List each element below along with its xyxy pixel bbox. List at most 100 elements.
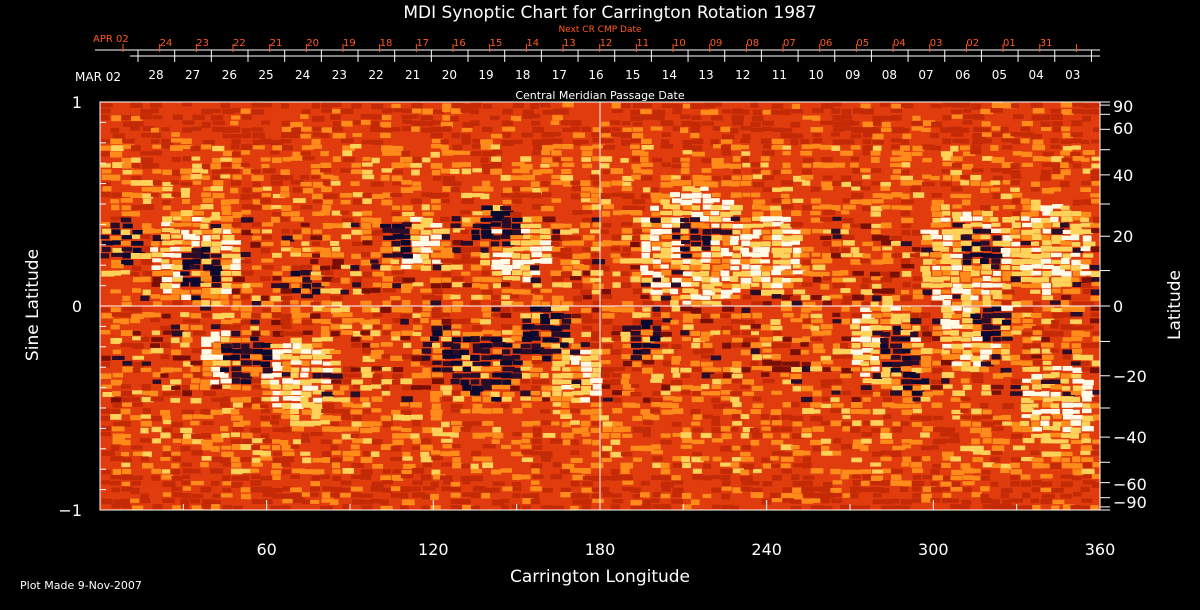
heatmap-cell: [740, 432, 750, 439]
heatmap-cell: [420, 361, 433, 366]
heatmap-cell: [502, 391, 515, 398]
heatmap-cell: [1012, 426, 1022, 432]
heatmap-cell: [981, 127, 991, 132]
heatmap-cell: [351, 379, 364, 385]
heatmap-cell: [122, 138, 135, 144]
heatmap-cell: [231, 240, 242, 245]
heatmap-cell: [972, 378, 984, 383]
heatmap-cell: [672, 396, 683, 402]
heatmap-cell: [281, 462, 291, 467]
heatmap-cell: [330, 415, 342, 422]
heatmap-cell: [801, 282, 813, 287]
heatmap-cell: [412, 492, 426, 498]
heatmap-cell: [1060, 378, 1070, 384]
heatmap-cell: [522, 109, 534, 116]
heatmap-cell: [720, 229, 733, 235]
cmp-date-label: 23: [332, 68, 347, 82]
heatmap-cell: [960, 216, 973, 222]
heatmap-cell: [392, 127, 401, 132]
heatmap-cell: [432, 432, 443, 437]
heatmap-cell: [301, 228, 311, 235]
heatmap-cell: [290, 415, 300, 421]
heatmap-cell: [532, 420, 541, 426]
heatmap-cell: [620, 271, 630, 276]
heatmap-cell: [162, 420, 172, 425]
heatmap-cell: [971, 307, 980, 313]
heatmap-cell: [461, 138, 471, 145]
heatmap-cell: [191, 378, 200, 384]
heatmap-cell: [400, 313, 412, 319]
heatmap-cell: [402, 234, 411, 239]
heatmap-cell: [801, 144, 814, 150]
heatmap-cell: [850, 156, 859, 162]
heatmap-cell: [720, 396, 732, 401]
heatmap-cell: [290, 216, 304, 222]
heatmap-cell: [722, 283, 733, 289]
heatmap-cell: [702, 289, 716, 296]
heatmap-cell: [751, 204, 762, 210]
heatmap-cell: [940, 181, 952, 187]
heatmap-cell: [652, 492, 662, 498]
heatmap-cell: [660, 402, 672, 409]
heatmap-cell: [362, 169, 373, 175]
heatmap-cell: [672, 463, 684, 468]
heatmap-cell: [210, 163, 221, 170]
heatmap-cell: [162, 415, 171, 421]
heatmap-cell: [730, 276, 739, 282]
heatmap-cell: [341, 234, 351, 240]
heatmap-cell: [412, 420, 421, 427]
heatmap-cell: [532, 427, 542, 432]
cmp-date-label: 26: [222, 68, 237, 82]
heatmap-cell: [731, 373, 743, 379]
heatmap-cell: [681, 384, 694, 390]
heatmap-cell: [632, 199, 646, 205]
heatmap-cell: [951, 132, 964, 137]
heatmap-cell: [650, 414, 660, 421]
heatmap-cell: [800, 252, 810, 258]
heatmap-cell: [751, 385, 764, 392]
heatmap-cell: [941, 282, 953, 288]
heatmap-cell: [812, 108, 824, 113]
heatmap-cell: [590, 277, 602, 283]
heatmap-cell: [631, 367, 645, 372]
heatmap-cell: [111, 115, 121, 122]
heatmap-cell: [340, 108, 354, 114]
heatmap-cell: [891, 115, 902, 121]
heatmap-cell: [690, 259, 703, 266]
heatmap-cell: [682, 139, 696, 144]
heatmap-cell: [412, 156, 421, 163]
heatmap-cell: [1010, 498, 1024, 503]
heatmap-cell: [380, 247, 392, 253]
heatmap-cell: [500, 258, 511, 265]
heatmap-cell: [522, 324, 535, 330]
heatmap-cell: [282, 451, 295, 457]
heatmap-cell: [631, 271, 643, 277]
heatmap-cell: [802, 115, 816, 120]
heatmap-cell: [921, 361, 931, 367]
heatmap-cell: [901, 438, 913, 444]
heatmap-cell: [530, 493, 539, 500]
heatmap-cell: [520, 444, 532, 449]
heatmap-cell: [641, 217, 651, 223]
heatmap-cell: [740, 156, 750, 163]
heatmap-cell: [422, 223, 435, 228]
heatmap-cell: [231, 222, 242, 227]
heatmap-cell: [841, 421, 852, 428]
heatmap-cell: [690, 294, 702, 300]
heatmap-cell: [141, 276, 151, 282]
heatmap-cell: [902, 133, 912, 139]
heatmap-cell: [830, 252, 843, 259]
heatmap-cell: [541, 150, 551, 156]
heatmap-cell: [1022, 324, 1036, 329]
heatmap-cell: [192, 372, 205, 378]
heatmap-cell: [260, 421, 272, 427]
heatmap-cell: [331, 450, 341, 456]
heatmap-cell: [812, 426, 825, 432]
heatmap-cell: [802, 271, 813, 276]
heatmap-cell: [680, 168, 690, 175]
heatmap-cell: [201, 444, 212, 451]
heatmap-cell: [802, 168, 812, 175]
heatmap-cell: [822, 360, 834, 365]
heatmap-cell: [320, 505, 333, 510]
